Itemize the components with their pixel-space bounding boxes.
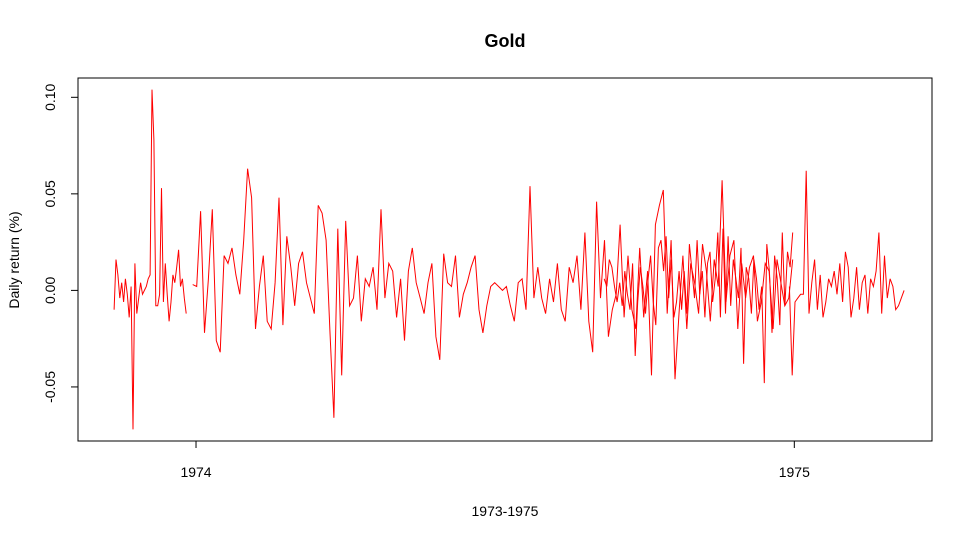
x-tick-label-0: 1974 [180,464,211,480]
y-tick-label-1: 0.00 [42,277,58,304]
chart-title: Gold [485,31,526,51]
y-tick-label-3: 0.10 [42,83,58,110]
series-0-segment-3 [788,170,905,376]
y-axis: -0.05 0.00 0.05 0.10 [42,83,78,403]
series-0-segment-1 [192,168,794,418]
x-tick-label-1: 1975 [779,464,810,480]
series-layer [113,89,905,430]
x-axis: 1974 1975 [180,441,810,480]
y-tick-label-0: -0.05 [42,371,58,403]
y-axis-label: Daily return (%) [6,211,22,308]
plot-frame [77,77,933,442]
series-0-segment-0 [113,89,187,430]
series-0-segment-2 [603,228,794,384]
y-tick-label-2: 0.05 [42,180,58,207]
x-axis-label: 1973-1975 [472,503,539,519]
